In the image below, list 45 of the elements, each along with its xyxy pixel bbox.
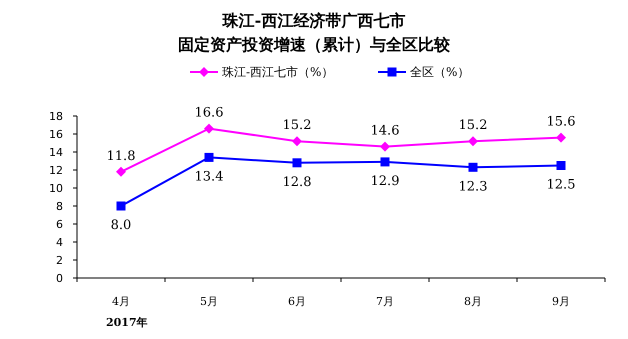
y-tick-label: 18	[49, 110, 63, 123]
point	[116, 166, 126, 177]
title: 珠江-西江经济带广西七市	[222, 11, 406, 30]
data-label: 16.6	[194, 106, 224, 121]
point	[204, 124, 214, 134]
data-label: 12.8	[282, 174, 312, 190]
point	[468, 136, 478, 146]
data-label: 12.3	[458, 179, 488, 194]
data-label: 15.2	[458, 118, 488, 134]
x-tick-label: 6月	[288, 295, 306, 308]
y-tick-label: 4	[56, 236, 63, 249]
point	[292, 158, 302, 168]
point	[556, 161, 566, 170]
x-tick-label: 8月	[464, 295, 482, 308]
data-label: 12.5	[546, 178, 576, 192]
y-tick-label: 0	[56, 272, 63, 285]
data-label: 13.4	[194, 169, 224, 184]
point	[116, 202, 126, 210]
data-label: 15.6	[546, 114, 576, 130]
y-tick-label: 12	[49, 164, 63, 177]
data-label: 12.9	[370, 174, 400, 189]
data-label: 14.6	[370, 124, 400, 139]
text: 2017年	[106, 316, 148, 329]
legend-label: 全区（%）	[410, 65, 470, 79]
point	[556, 132, 566, 143]
y-tick-label: 2	[56, 254, 63, 267]
point	[380, 157, 390, 166]
subtitle: 固定资产投资增速（累计）与全区比较	[178, 35, 450, 54]
x-tick-label: 9月	[552, 295, 570, 308]
point	[380, 142, 390, 152]
y-tick-label: 8	[56, 200, 63, 213]
legend-label: 珠江-西江七市（%）	[222, 65, 334, 79]
data-label: 15.2	[282, 118, 312, 134]
y-tick-label: 10	[49, 182, 63, 195]
y-tick-label: 14	[49, 146, 63, 159]
x-tick-label: 5月	[200, 295, 218, 308]
point	[204, 152, 214, 162]
data-label: 11.8	[106, 148, 136, 164]
y-tick-label: 16	[49, 128, 63, 141]
x-tick-label: 4月	[112, 295, 130, 308]
point	[468, 162, 478, 172]
y-tick-label: 6	[56, 218, 63, 231]
data-label: 8.0	[110, 218, 132, 233]
x-tick-label: 7月	[376, 295, 394, 308]
point	[292, 136, 302, 146]
